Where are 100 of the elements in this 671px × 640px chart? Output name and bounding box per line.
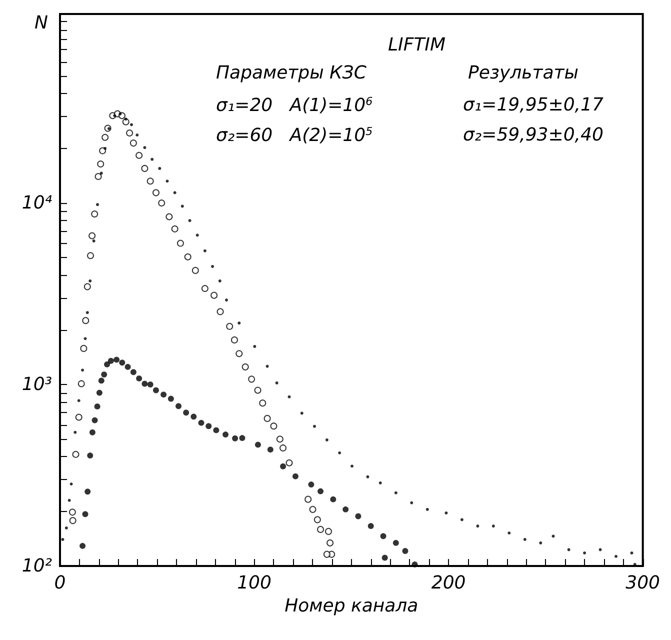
y-tick-label: 10³: [22, 374, 52, 396]
point: [102, 134, 109, 141]
point: [239, 435, 246, 442]
point: [309, 506, 316, 513]
x-tick-label: 200: [431, 572, 466, 594]
point: [254, 386, 262, 394]
point: [314, 516, 321, 524]
point: [141, 164, 148, 172]
point: [82, 317, 90, 324]
point: [192, 266, 199, 274]
point: [82, 511, 88, 518]
point: [216, 308, 224, 316]
point: [126, 130, 134, 137]
point: [168, 396, 174, 402]
point: [98, 378, 104, 384]
point: [355, 513, 362, 520]
point: [392, 540, 399, 546]
point: [213, 427, 220, 434]
point: [317, 526, 324, 533]
point: [114, 356, 120, 363]
point: [108, 358, 114, 364]
point: [88, 232, 96, 240]
point: [97, 160, 104, 168]
point: [318, 488, 324, 494]
point: [222, 432, 229, 438]
point: [308, 482, 314, 488]
point: [176, 240, 184, 247]
point: [254, 442, 261, 448]
point: [84, 283, 91, 290]
point: [264, 414, 271, 422]
point: [248, 376, 256, 383]
point: [87, 452, 94, 459]
point: [368, 523, 374, 530]
point: [119, 360, 126, 366]
point: [130, 140, 137, 147]
point: [92, 417, 98, 424]
point: [286, 459, 293, 466]
point: [136, 152, 143, 159]
point: [142, 380, 148, 387]
point: [280, 463, 286, 470]
point: [147, 382, 154, 388]
point: [326, 539, 334, 546]
annotation: LIFTIM: [388, 34, 446, 56]
point: [96, 390, 102, 396]
point: [176, 403, 182, 410]
point: [242, 363, 249, 370]
point: [152, 387, 159, 394]
point: [124, 364, 131, 370]
annotation: Результаты: [468, 62, 578, 84]
point: [304, 496, 312, 503]
y-axis-title: N: [34, 12, 48, 34]
point: [160, 392, 167, 398]
point: [94, 403, 100, 410]
point: [101, 372, 108, 378]
point: [198, 420, 204, 426]
point: [184, 253, 192, 260]
point: [382, 554, 388, 561]
point: [323, 550, 330, 558]
point: [130, 369, 136, 376]
point: [230, 336, 238, 344]
point: [89, 429, 96, 436]
point: [267, 446, 274, 453]
point: [104, 361, 110, 368]
x-tick-label: 100: [237, 572, 272, 594]
point: [210, 292, 218, 299]
point: [171, 225, 178, 232]
point: [201, 285, 208, 292]
point: [91, 210, 98, 218]
point: [232, 435, 238, 442]
point: [166, 213, 173, 220]
point: [99, 147, 106, 154]
x-tick-label: 0: [54, 572, 66, 594]
point: [80, 344, 88, 352]
point: [236, 350, 243, 358]
point: [270, 422, 278, 430]
point: [276, 436, 284, 443]
point: [190, 414, 197, 420]
point: [292, 473, 298, 480]
point: [152, 189, 160, 196]
x-axis-title: Номер канала: [284, 595, 418, 616]
point: [280, 444, 287, 452]
point: [84, 488, 91, 495]
point: [146, 178, 154, 185]
point: [402, 548, 408, 554]
y-tick-label: 10⁴: [22, 192, 53, 214]
point: [342, 506, 349, 512]
point: [183, 410, 190, 416]
x-tick-label: 300: [626, 572, 660, 594]
point: [78, 380, 85, 388]
point: [75, 414, 82, 421]
annotation: Параметры КЗС: [216, 62, 367, 84]
point: [412, 561, 418, 568]
point: [226, 322, 234, 330]
point: [380, 533, 386, 540]
point: [68, 508, 76, 516]
point: [72, 450, 80, 458]
point: [259, 400, 266, 407]
point: [80, 542, 86, 549]
point: [206, 423, 212, 430]
annotation: σ₁=19,95±0,17: [463, 94, 604, 116]
